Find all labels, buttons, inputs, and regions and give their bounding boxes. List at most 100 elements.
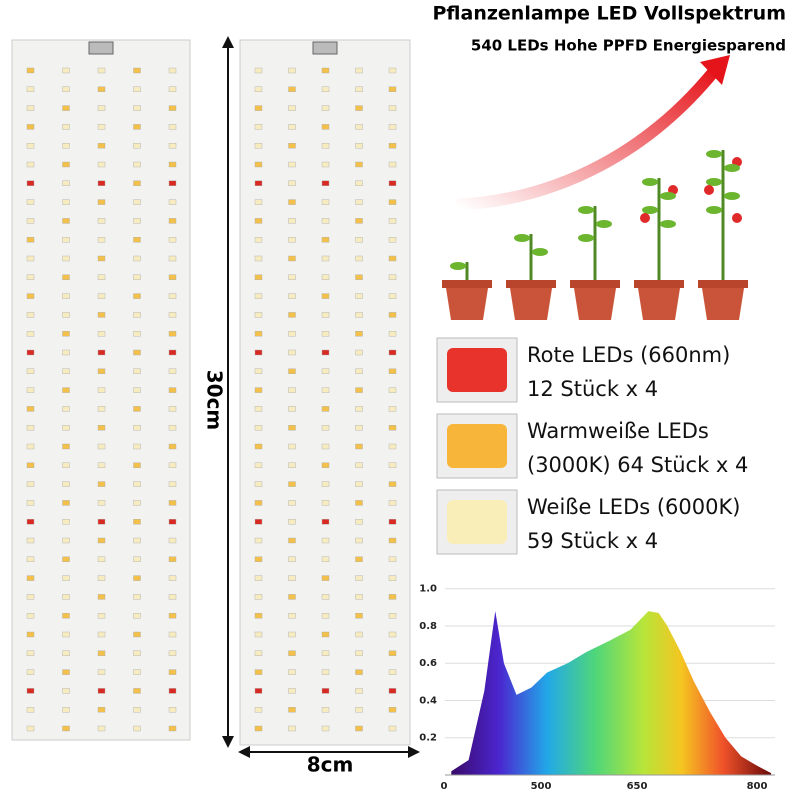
led-chip xyxy=(355,725,363,732)
led-chip xyxy=(168,443,177,450)
led-chip xyxy=(133,274,141,280)
leaf xyxy=(706,206,722,214)
led-chip xyxy=(62,349,70,356)
led-chip xyxy=(388,519,397,525)
led-chip xyxy=(62,613,70,619)
led-chip xyxy=(355,349,363,356)
led-chip xyxy=(254,613,263,619)
title: Pflanzenlampe LED Vollspektrum xyxy=(433,3,787,25)
led-chip xyxy=(288,236,296,243)
leaf xyxy=(578,234,594,242)
led-chip xyxy=(133,425,141,431)
led-chip xyxy=(355,86,363,93)
spectrum-chart: 0.2 0.4 0.6 0.8 1.0 0 500 650 800 xyxy=(419,584,775,792)
pot xyxy=(638,288,680,320)
leaf xyxy=(660,192,676,200)
growth-arrow xyxy=(454,66,720,211)
y-tick-label: 0.6 xyxy=(419,658,437,669)
led-chip xyxy=(355,368,363,374)
led-chip xyxy=(321,669,330,675)
led-chip xyxy=(26,707,35,713)
led-chip xyxy=(388,594,397,600)
led-chip xyxy=(26,255,35,262)
led-label: Rote LEDs (660nm) xyxy=(527,343,730,367)
led-chip xyxy=(355,462,363,468)
led-chip xyxy=(168,481,177,487)
led-chip xyxy=(168,349,177,356)
led-chip xyxy=(97,425,106,431)
led-chip xyxy=(355,669,363,675)
led-chip xyxy=(62,519,70,525)
led-chip xyxy=(388,67,397,74)
led-chip xyxy=(288,312,296,318)
led-chip xyxy=(388,105,397,111)
leaf xyxy=(514,234,530,242)
led-chip xyxy=(97,669,106,675)
led-chip xyxy=(388,349,397,356)
led-chip xyxy=(97,86,106,93)
led-chip xyxy=(388,669,397,675)
pot xyxy=(510,288,552,320)
led-chip xyxy=(388,312,397,318)
led-chip xyxy=(133,669,141,675)
led-chip xyxy=(288,274,296,280)
led-chip xyxy=(26,67,35,74)
led-chip xyxy=(97,650,106,656)
led-chip xyxy=(62,199,70,205)
led-chip xyxy=(321,500,330,506)
led-chip xyxy=(133,236,141,243)
fruit xyxy=(732,213,742,223)
led-chip xyxy=(254,725,263,732)
led-chip xyxy=(321,688,330,694)
led-chip xyxy=(321,575,330,581)
x-tick-label: 0 xyxy=(441,781,448,792)
led-chip xyxy=(26,142,35,149)
led-chip xyxy=(254,500,263,506)
led-chip xyxy=(288,688,296,694)
led-chip xyxy=(168,537,177,544)
subtitle: 540 LEDs Hohe PPFD Energiesparend xyxy=(471,37,786,55)
led-chip xyxy=(321,312,330,318)
led-chip xyxy=(62,180,70,187)
led-chip xyxy=(388,613,397,619)
pot xyxy=(446,288,488,320)
led-chip xyxy=(168,236,177,243)
led-label: 12 Stück x 4 xyxy=(527,377,658,401)
led-chip xyxy=(168,199,177,205)
led-chip xyxy=(288,500,296,506)
led-chip xyxy=(355,218,363,224)
x-tick-label: 800 xyxy=(747,781,768,792)
led-chip xyxy=(321,86,330,93)
led-chip xyxy=(355,500,363,506)
led-chip xyxy=(355,575,363,581)
led-chip xyxy=(62,105,70,111)
led-chip xyxy=(133,481,141,487)
led-chip xyxy=(97,218,106,224)
led-chip xyxy=(321,387,330,393)
led-chip xyxy=(26,387,35,393)
led-chip xyxy=(321,725,330,732)
led-chip xyxy=(97,180,106,187)
led-chip xyxy=(26,537,35,544)
led-chip xyxy=(62,312,70,318)
led-chip xyxy=(321,161,330,168)
y-tick-label: 0.4 xyxy=(419,695,437,706)
led-chip xyxy=(62,688,70,694)
led-chip xyxy=(288,67,296,74)
led-chip xyxy=(254,142,263,149)
led-chip xyxy=(62,481,70,487)
led-chip xyxy=(355,255,363,262)
led-chip xyxy=(97,443,106,450)
led-chip xyxy=(168,425,177,431)
led-chip xyxy=(133,349,141,356)
leaf xyxy=(724,164,740,172)
led-chip xyxy=(321,519,330,525)
led-chip xyxy=(97,124,106,130)
led-chip xyxy=(355,180,363,187)
led-chip xyxy=(62,669,70,675)
led-chip xyxy=(26,86,35,93)
led-chip xyxy=(168,105,177,111)
led-chip xyxy=(254,124,263,130)
led-label: 59 Stück x 4 xyxy=(527,529,658,553)
